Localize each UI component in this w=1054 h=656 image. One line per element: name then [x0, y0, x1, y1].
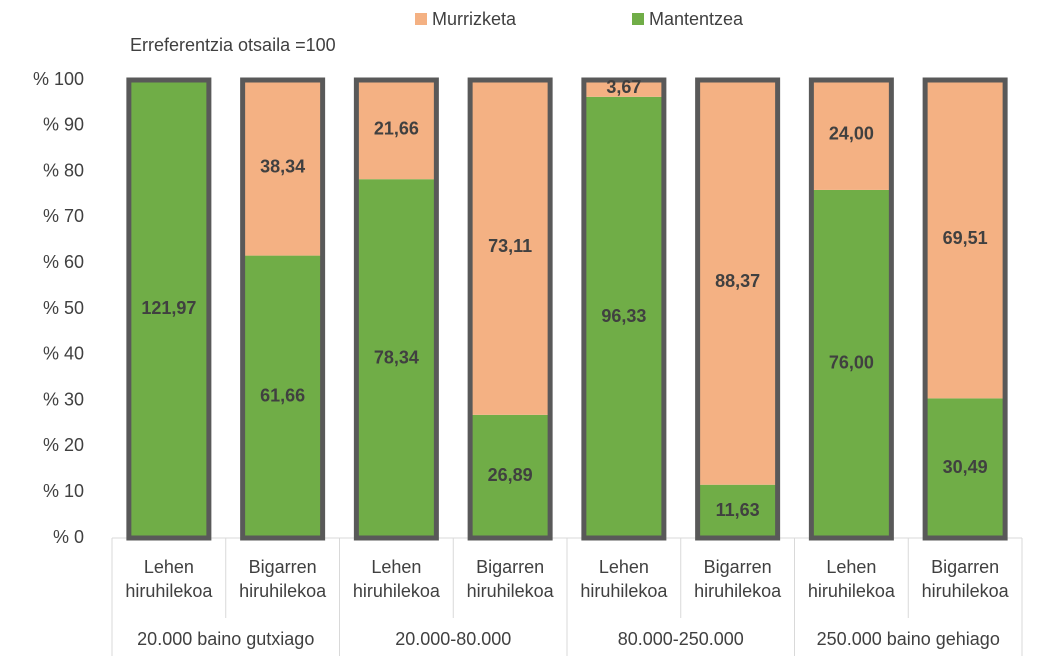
bar-segment	[925, 80, 1006, 399]
bar-segment	[128, 80, 209, 538]
legend-label: Murrizketa	[432, 9, 517, 29]
x-tick-label: Bigarren hiruhilekoa	[239, 557, 327, 601]
data-label: 121,97	[141, 298, 196, 318]
y-tick-label: % 30	[43, 389, 84, 409]
y-tick-label: % 100	[33, 69, 84, 89]
bar-segment	[811, 189, 892, 539]
bar-segment	[356, 80, 437, 180]
bar-outline	[353, 77, 439, 541]
data-label: 73,11	[488, 236, 532, 256]
data-label: 76,00	[829, 353, 874, 373]
bar-segment	[242, 80, 323, 256]
y-tick-label: % 50	[43, 298, 84, 318]
x-tick-label: Lehen hiruhilekoa	[808, 557, 896, 601]
data-label: 88,37	[715, 271, 760, 291]
bar-segment	[470, 414, 551, 538]
data-label: 30,49	[943, 457, 988, 477]
annotation: Erreferentzia otsaila =100	[130, 35, 336, 55]
data-label: 69,51	[943, 228, 988, 248]
bar-outline	[808, 77, 894, 541]
data-label: 24,00	[829, 124, 874, 144]
group-label: 250.000 baino gehiago	[817, 629, 1000, 649]
bar-segment	[811, 80, 892, 190]
bar-outline	[695, 77, 781, 541]
x-tick-label: Lehen hiruhilekoa	[353, 557, 441, 601]
y-tick-label: % 60	[43, 252, 84, 272]
x-tick-label: Bigarren hiruhilekoa	[467, 557, 555, 601]
y-tick-label: % 80	[43, 160, 84, 180]
bar-segment	[925, 398, 1006, 538]
bar-outline	[126, 77, 212, 541]
data-label: 78,34	[374, 347, 419, 367]
y-tick-label: % 70	[43, 206, 84, 226]
y-tick-label: % 10	[43, 481, 84, 501]
data-label: 21,66	[374, 118, 419, 138]
y-tick-label: % 20	[43, 435, 84, 455]
legend-swatch	[632, 13, 644, 25]
bar-outline	[922, 77, 1008, 541]
legend-label: Mantentzea	[649, 9, 744, 29]
x-tick-label: Bigarren hiruhilekoa	[922, 557, 1010, 601]
x-tick-label: Lehen hiruhilekoa	[125, 557, 213, 601]
bar-segment	[356, 179, 437, 538]
x-tick-label: Bigarren hiruhilekoa	[694, 557, 782, 601]
bar-segment	[697, 484, 778, 538]
data-label: 96,33	[601, 306, 646, 326]
data-label: 61,66	[260, 386, 305, 406]
x-tick-label: Lehen hiruhilekoa	[580, 557, 668, 601]
y-tick-label: % 90	[43, 115, 84, 135]
bar-outline	[240, 77, 326, 541]
data-label: 3,67	[606, 77, 641, 97]
group-label: 20.000 baino gutxiago	[137, 629, 314, 649]
data-label: 26,89	[488, 465, 533, 485]
bar-outline	[581, 77, 667, 541]
bar-segment	[583, 96, 664, 539]
data-label: 11,63	[716, 500, 760, 520]
group-label: 20.000-80.000	[395, 629, 511, 649]
bar-segment	[242, 255, 323, 538]
bar-outline	[467, 77, 553, 541]
bar-segment	[697, 80, 778, 485]
legend-swatch	[415, 13, 427, 25]
group-label: 80.000-250.000	[618, 629, 744, 649]
bar-segment	[470, 80, 551, 415]
y-tick-label: % 0	[53, 527, 84, 547]
y-tick-label: % 40	[43, 344, 84, 364]
bar-segment	[583, 80, 664, 97]
data-label: 38,34	[260, 157, 305, 177]
